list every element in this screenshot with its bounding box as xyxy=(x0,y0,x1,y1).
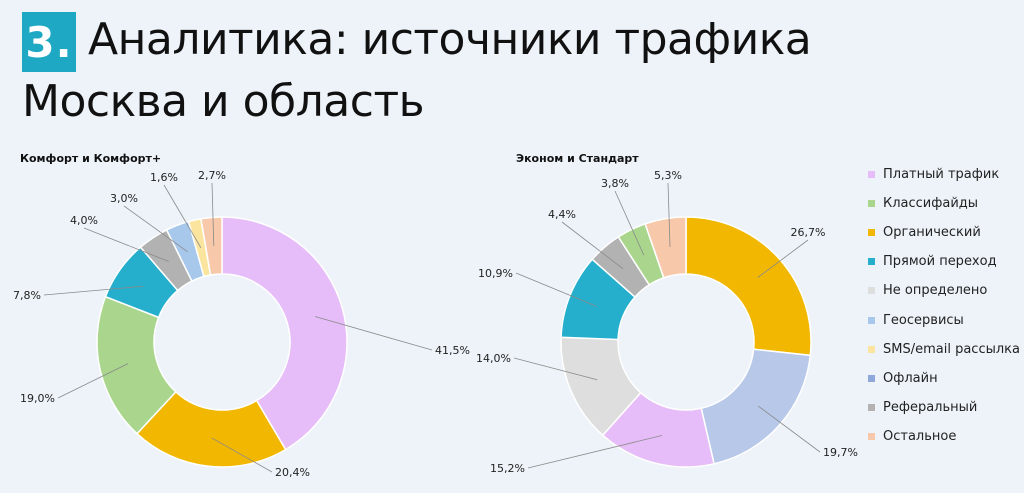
legend-item: Классифайды xyxy=(868,189,1020,218)
legend-label: Классифайды xyxy=(883,196,979,212)
page-subtitle: Москва и область xyxy=(22,76,425,127)
legend-label: Реферальный xyxy=(883,399,978,415)
legend-swatch xyxy=(868,374,875,382)
legend-swatch xyxy=(868,200,875,208)
leader-line xyxy=(211,182,215,246)
leader-line xyxy=(667,182,671,247)
data-label: 1,6% xyxy=(150,171,178,184)
leader-line xyxy=(83,227,169,262)
legend-swatch xyxy=(868,258,875,266)
leader-line xyxy=(527,435,663,469)
leader-line xyxy=(123,205,188,253)
legend-label: Остальное xyxy=(883,428,957,444)
legend-label: Органический xyxy=(883,225,981,241)
leader-line xyxy=(513,357,598,381)
legend-item: Прямой переход xyxy=(868,247,1020,276)
legend-label: SMS/email рассылка xyxy=(883,341,1020,357)
legend-label: Платный трафик xyxy=(883,167,1000,183)
donut-slice xyxy=(221,216,348,451)
page-title: Аналитика: источники трафика xyxy=(88,14,812,65)
data-label: 20,4% xyxy=(275,466,310,479)
legend-item: Платный трафик xyxy=(868,160,1020,189)
leader-line xyxy=(515,272,597,307)
data-label: 5,3% xyxy=(654,169,682,182)
legend-swatch xyxy=(868,345,875,353)
chart-title-comfort: Комфорт и Комфорт+ xyxy=(20,152,162,165)
legend-label: Не определено xyxy=(883,283,988,299)
legend-item: SMS/email рассылка xyxy=(868,335,1020,364)
legend-swatch xyxy=(868,171,875,179)
legend-swatch xyxy=(868,432,875,440)
section-number-badge: 3. xyxy=(22,12,76,72)
data-label: 26,7% xyxy=(791,226,826,239)
legend-swatch xyxy=(868,403,875,411)
legend-label: Геосервисы xyxy=(883,312,964,328)
data-label: 2,7% xyxy=(198,169,226,182)
data-label: 10,9% xyxy=(478,267,513,280)
donut-slice xyxy=(96,295,177,435)
data-label: 4,4% xyxy=(548,208,576,221)
leader-line xyxy=(314,316,433,351)
data-label: 15,2% xyxy=(490,462,525,475)
legend-label: Офлайн xyxy=(883,370,938,386)
legend-item: Реферальный xyxy=(868,393,1020,422)
data-label: 19,0% xyxy=(20,392,55,405)
data-label: 3,0% xyxy=(110,192,138,205)
chart-legend: Платный трафик Классифайды Органический Пря… xyxy=(868,160,1020,451)
legend-item: Органический xyxy=(868,218,1020,247)
leader-line xyxy=(57,363,129,399)
legend-item: Геосервисы xyxy=(868,305,1020,334)
donut-slice xyxy=(700,348,812,465)
donut-slice xyxy=(135,390,287,468)
data-label: 14,0% xyxy=(476,352,511,365)
legend-swatch xyxy=(868,316,875,324)
leader-line xyxy=(43,285,144,296)
leader-line xyxy=(211,437,273,473)
legend-item: Не определено xyxy=(868,276,1020,305)
legend-label: Прямой переход xyxy=(883,254,997,270)
leader-line xyxy=(757,239,809,278)
legend-swatch xyxy=(868,229,875,237)
data-label: 19,7% xyxy=(823,446,858,459)
chart-title-econom: Эконом и Стандарт xyxy=(516,152,639,165)
data-label: 41,5% xyxy=(435,344,470,357)
legend-item: Остальное xyxy=(868,422,1020,451)
donut-slice xyxy=(644,216,687,279)
data-label: 7,8% xyxy=(13,289,41,302)
data-label: 4,0% xyxy=(70,214,98,227)
data-label: 3,8% xyxy=(601,177,629,190)
legend-item: Офлайн xyxy=(868,364,1020,393)
leader-line xyxy=(757,405,821,453)
leader-line xyxy=(561,221,624,270)
legend-swatch xyxy=(868,287,875,295)
leader-line xyxy=(614,190,645,256)
leader-line xyxy=(163,184,202,249)
donut-slice xyxy=(200,216,223,276)
donut-slice xyxy=(685,216,812,357)
